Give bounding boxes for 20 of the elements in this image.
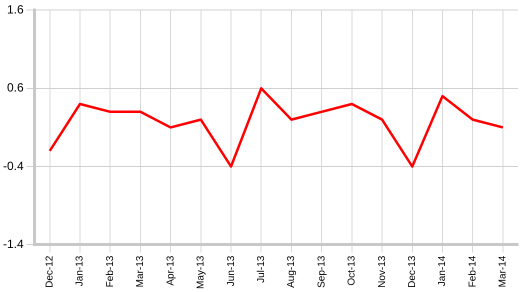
x-tick-label: Aug-13 bbox=[286, 255, 298, 288]
x-tick-label: Jan-14 bbox=[437, 255, 448, 286]
y-tick-label: -1.4 bbox=[2, 236, 24, 251]
x-tick-label: Sep-13 bbox=[316, 255, 328, 288]
x-tick-label: Jan-13 bbox=[74, 255, 86, 286]
x-tick-label: Dec-13 bbox=[407, 255, 418, 288]
x-tick-label: Mar-14 bbox=[498, 255, 509, 288]
y-tick-label: 0.6 bbox=[6, 80, 24, 95]
x-tick-label: Jun-13 bbox=[226, 255, 237, 286]
x-tick-label: Oct-13 bbox=[346, 255, 358, 286]
x-tick-label: Apr-13 bbox=[165, 255, 176, 286]
x-tick-label: Dec-12 bbox=[44, 255, 56, 288]
x-tick-label: Nov-13 bbox=[376, 255, 388, 288]
x-tick-label: Feb-13 bbox=[104, 255, 116, 288]
x-tick-label: Feb-14 bbox=[467, 255, 478, 288]
x-tick-label: Mar-13 bbox=[135, 255, 146, 288]
y-tick-label: 1.6 bbox=[6, 2, 24, 17]
y-tick-label: -0.4 bbox=[2, 158, 24, 173]
x-tick-label: May-13 bbox=[196, 255, 207, 290]
x-tick-label: Jul-13 bbox=[256, 255, 267, 283]
